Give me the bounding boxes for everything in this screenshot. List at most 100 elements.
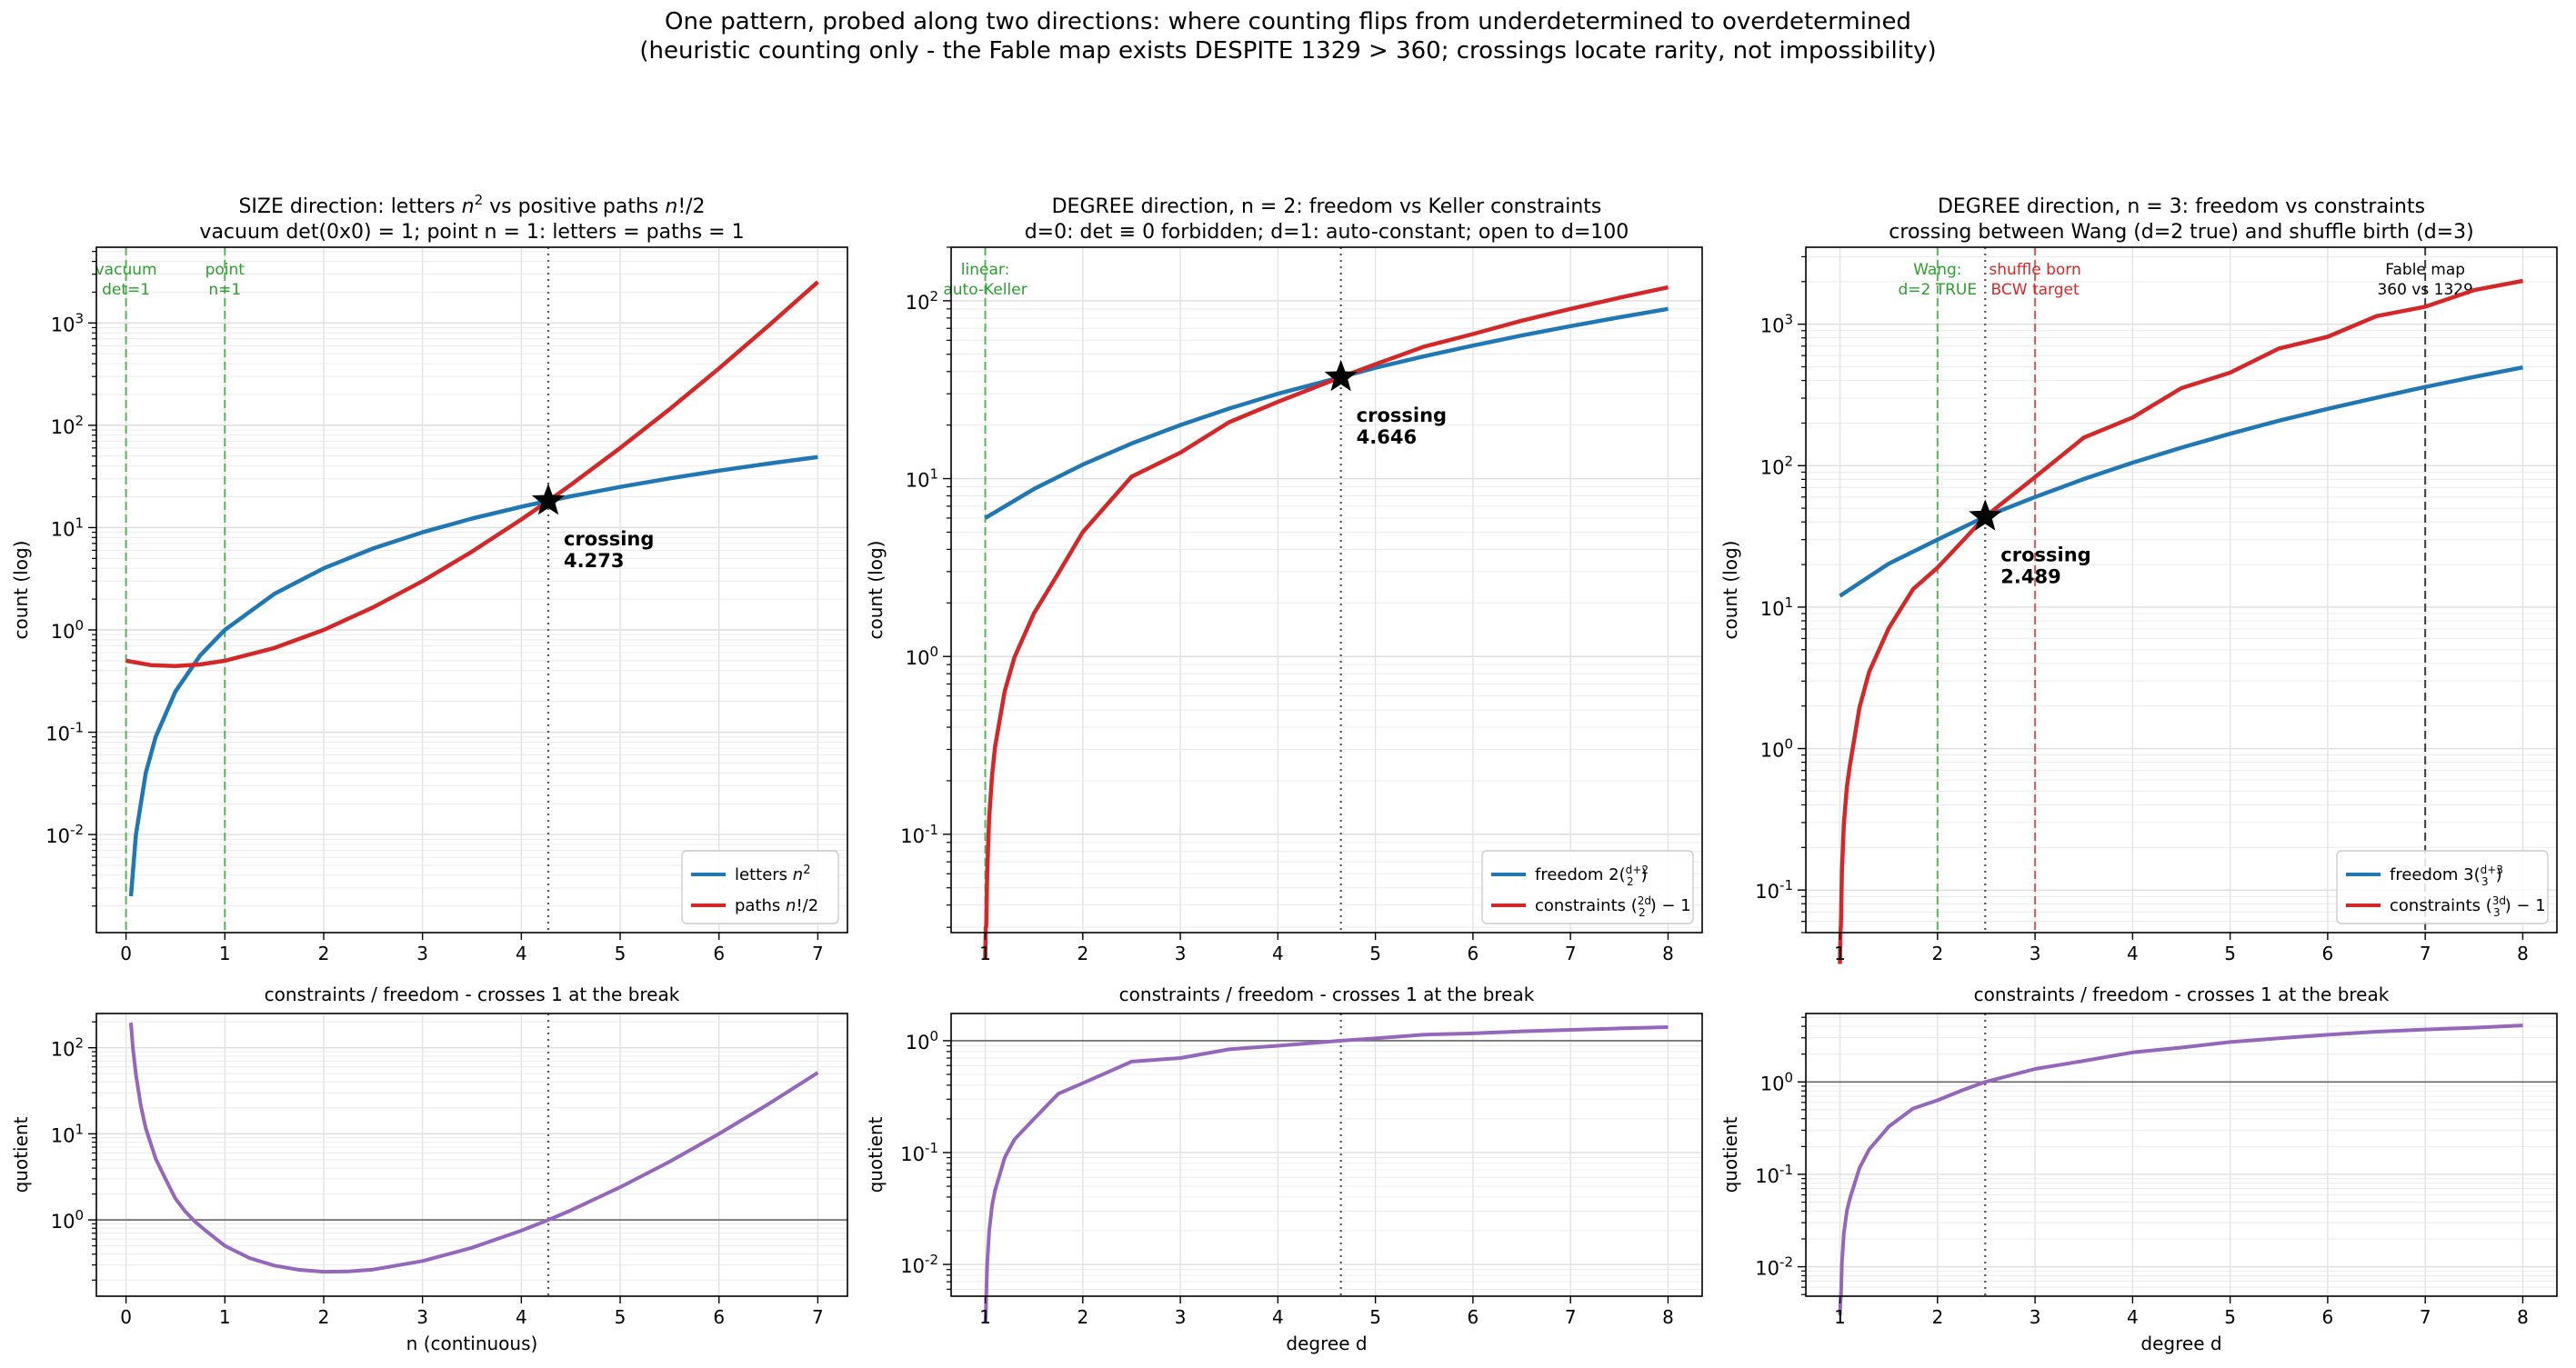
y-tick-label: 100 <box>51 1207 84 1233</box>
x-tick-label: 6 <box>713 1306 725 1328</box>
panel-size: SIZE direction: letters n2 vs positive p… <box>10 192 848 934</box>
x-tick-label: 0 <box>120 1306 132 1328</box>
crossing-value: 4.646 <box>1357 426 1417 448</box>
x-tick-label: 6 <box>2322 1306 2334 1328</box>
y-tick-label: 100 <box>1760 1069 1793 1094</box>
quotient-ticks-degree3: 1 2 3 4 5 6 7 8 10-2 10-1 100 <box>1755 1069 2529 1328</box>
legend-entry-1: constraints (2d 2) − 1 <box>1535 894 1691 919</box>
marker-label-line2: n=1 <box>208 281 241 299</box>
axes-frame <box>95 246 848 934</box>
marker-label-line2: det=1 <box>102 281 150 299</box>
legend-entry-0: freedom 3(d+3 3) <box>2390 864 2503 888</box>
x-tick-label: 5 <box>2224 1306 2236 1328</box>
crossing-star-marker <box>1969 499 2002 531</box>
quotient-panel-degree3: constraints / freedom - crosses 1 at the… <box>1719 984 2558 1354</box>
x-tick-label: 1 <box>979 943 991 964</box>
legend-entry-0: freedom 2(d+2 2) <box>1535 864 1649 888</box>
x-tick-label: 1 <box>979 1306 991 1328</box>
series-line-1 <box>1838 278 2523 964</box>
x-tick-label: 4 <box>1272 943 1284 964</box>
quotient-y-axis-label: quotient <box>10 1116 32 1193</box>
top-ticks-size: 0 1 2 3 4 5 6 7 10-2 10-1 100 101 102 103 <box>45 310 823 964</box>
y-tick-label: 101 <box>51 514 84 540</box>
y-tick-label: 10-1 <box>45 720 84 745</box>
y-tick-label: 103 <box>1760 312 1793 337</box>
quotient-ticks-degree2: 1 2 3 4 5 6 7 8 10-2 10-1 100 <box>900 1028 1674 1328</box>
y-axis-label: count (log) <box>1719 541 1741 640</box>
x-tick-label: 4 <box>516 943 527 964</box>
x-tick-label: 8 <box>2517 943 2529 964</box>
quotient-x-axis-label: degree d <box>2140 1333 2221 1354</box>
series-line-0 <box>128 454 818 897</box>
legend-entry-1: paths n!/2 <box>735 896 818 915</box>
marker-label-line2: 360 vs 1329 <box>2377 281 2472 299</box>
legend-entry-0: letters n2 <box>735 864 810 885</box>
y-tick-label: 103 <box>51 310 84 335</box>
x-tick-label: 8 <box>1662 1306 1674 1328</box>
x-tick-label: 3 <box>2030 943 2041 964</box>
x-tick-label: 4 <box>516 1306 527 1328</box>
x-tick-label: 2 <box>318 1306 330 1328</box>
x-tick-label: 1 <box>1834 943 1846 964</box>
x-tick-label: 5 <box>615 1306 626 1328</box>
panel-title-line1: DEGREE direction, n = 3: freedom vs cons… <box>1938 195 2425 218</box>
y-tick-label: 101 <box>906 466 938 492</box>
y-tick-label: 10-1 <box>900 1140 938 1165</box>
crossing-value: 2.489 <box>2000 565 2060 587</box>
axes-frame <box>950 246 1703 934</box>
x-tick-label: 1 <box>219 1306 231 1328</box>
series-line-1 <box>983 285 1669 959</box>
x-tick-label: 5 <box>615 943 626 964</box>
x-tick-label: 8 <box>1662 943 1674 964</box>
quotient-y-axis-label: quotient <box>865 1116 887 1193</box>
crossing-value: 4.273 <box>564 550 624 572</box>
legend-frame <box>2336 850 2549 924</box>
y-tick-label: 102 <box>1760 453 1793 478</box>
y-tick-label: 100 <box>1760 736 1793 762</box>
legend: freedom 2(d+2 2) constraints (2d 2) − 1 <box>1481 850 1694 924</box>
quotient-y-axis-label: quotient <box>1719 1116 1741 1193</box>
marker-label-line1: shuffle born <box>1989 261 2080 279</box>
quotient-title: constraints / freedom - crosses 1 at the… <box>265 984 680 1005</box>
figure-suptitle-line1: One pattern, probed along two directions… <box>665 8 1911 35</box>
x-tick-label: 7 <box>1565 943 1577 964</box>
y-tick-label: 10-1 <box>1755 877 1793 903</box>
panel-title-line2: vacuum det(0x0) = 1; point n = 1: letter… <box>199 221 744 244</box>
x-tick-label: 6 <box>713 943 725 964</box>
y-tick-label: 10-2 <box>1755 1254 1793 1280</box>
y-tick-label: 10-1 <box>1755 1162 1793 1187</box>
x-tick-label: 5 <box>1369 943 1381 964</box>
quotient-panel-degree2: constraints / freedom - crosses 1 at the… <box>865 984 1703 1354</box>
marker-label-line2: d=2 TRUE <box>1898 281 1977 299</box>
x-tick-label: 4 <box>1272 1306 1284 1328</box>
x-tick-label: 3 <box>416 1306 428 1328</box>
quotient-ticks-size: 0 1 2 3 4 5 6 7 100 101 102 <box>51 1035 824 1328</box>
axes-frame <box>1805 1013 2558 1297</box>
x-tick-label: 7 <box>2420 943 2431 964</box>
y-tick-label: 10-1 <box>900 822 938 847</box>
x-tick-label: 6 <box>1468 943 1479 964</box>
x-tick-label: 2 <box>1931 943 1943 964</box>
panel-title-line2: d=0: det ≡ 0 forbidden; d=1: auto-consta… <box>1025 221 1629 244</box>
legend-entry-1: constraints (3d 3) − 1 <box>2390 894 2546 919</box>
x-tick-label: 7 <box>812 943 824 964</box>
x-tick-label: 6 <box>1468 1306 1479 1328</box>
legend: letters n2 paths n!/2 <box>681 850 839 924</box>
x-tick-label: 5 <box>2224 943 2236 964</box>
marker-label-line1: vacuum <box>95 261 157 279</box>
panel-degree3: DEGREE direction, n = 3: freedom vs cons… <box>1719 195 2558 964</box>
x-tick-label: 7 <box>2420 1306 2431 1328</box>
crossing-star-marker <box>531 484 566 515</box>
marker-label-line2: BCW target <box>1991 281 2080 299</box>
legend-frame <box>1481 850 1694 924</box>
axes-frame <box>1805 246 2558 934</box>
x-tick-label: 1 <box>219 943 231 964</box>
y-axis-label: count (log) <box>10 541 32 640</box>
crossing-star-marker <box>1324 359 1358 392</box>
y-tick-label: 101 <box>51 1121 84 1146</box>
x-tick-label: 4 <box>2127 1306 2139 1328</box>
quotient-line <box>129 1023 819 1274</box>
axes-frame <box>950 1013 1703 1297</box>
quotient-panel-size: constraints / freedom - crosses 1 at the… <box>10 984 848 1354</box>
